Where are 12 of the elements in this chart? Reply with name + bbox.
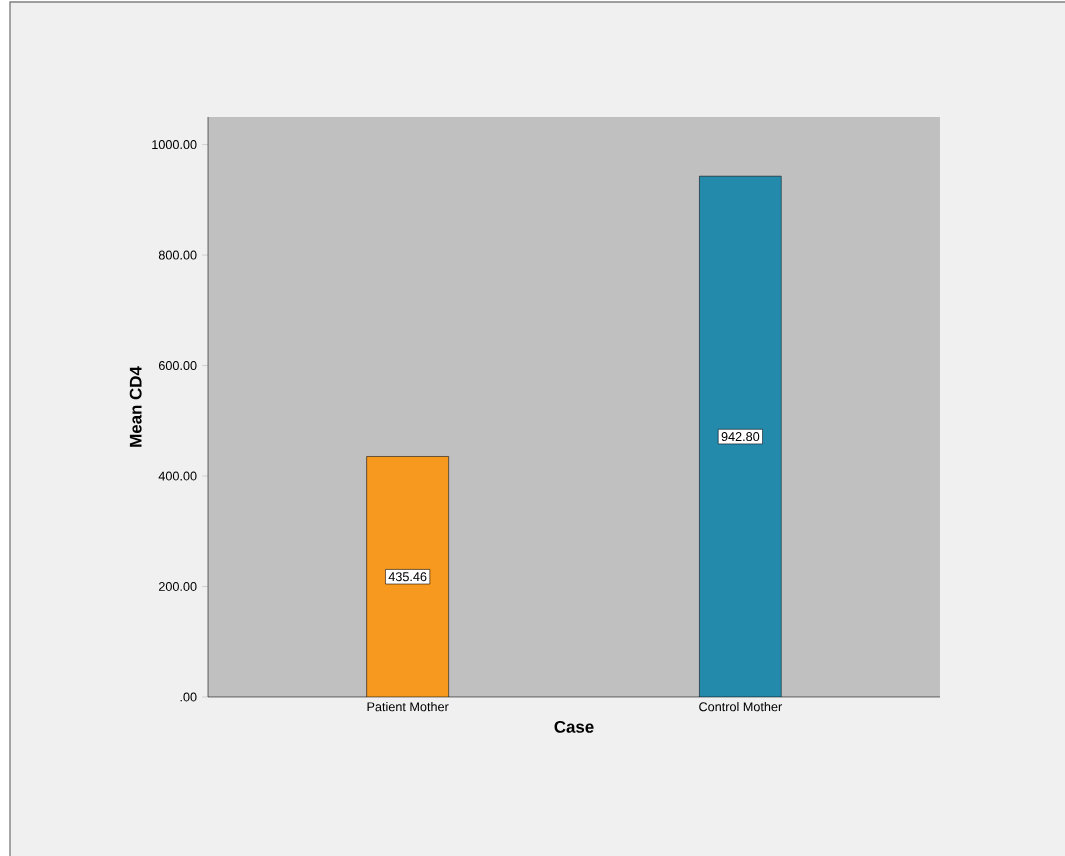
x-tick-label: Patient Mother	[367, 701, 449, 712]
y-tick-label: 600.00	[158, 361, 197, 371]
y-tick-label: 800.00	[158, 250, 197, 260]
y-axis-title: Mean CD4	[129, 366, 142, 447]
x-tick-label: Control Mother	[699, 701, 782, 712]
data-label: 942.80	[721, 432, 760, 442]
y-tick-label: 400.00	[158, 471, 197, 481]
y-tick-label: .00	[180, 692, 197, 702]
x-axis-title: Case	[554, 720, 594, 733]
data-label: 435.46	[388, 572, 427, 582]
y-tick-label: 1000.00	[152, 140, 197, 150]
y-tick-label: 200.00	[158, 582, 197, 591]
